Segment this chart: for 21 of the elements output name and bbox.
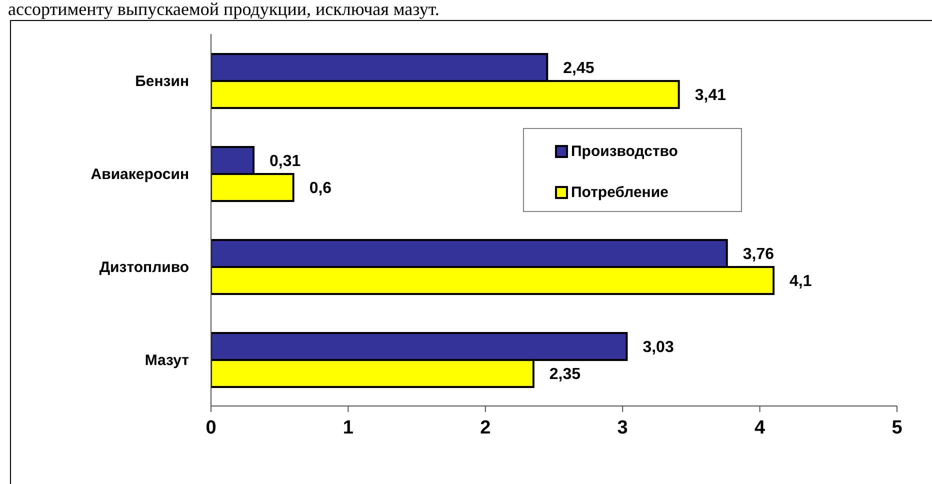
data-label: 0,31 bbox=[270, 153, 301, 170]
y-tick-label: Дизтопливо bbox=[99, 258, 189, 276]
legend-label: Производство bbox=[571, 142, 678, 160]
data-label: 2,35 bbox=[549, 366, 581, 384]
data-label: 3,03 bbox=[642, 339, 674, 356]
y-tick-label: Бензин bbox=[135, 72, 189, 90]
x-tick-label: 1 bbox=[342, 417, 354, 438]
y-tick-label: Авиакеросин bbox=[90, 166, 189, 183]
data-label: 3,41 bbox=[694, 87, 726, 104]
data-label: 3,76 bbox=[742, 246, 774, 264]
legend-label: Потребление bbox=[571, 184, 668, 200]
x-tick-label: 3 bbox=[617, 417, 628, 438]
x-tick-label: 4 bbox=[754, 417, 766, 438]
x-tick-label: 2 bbox=[480, 417, 491, 438]
data-label: 0,6 bbox=[309, 180, 332, 198]
data-label: 2,45 bbox=[563, 60, 594, 78]
data-label: 4,1 bbox=[790, 273, 812, 290]
text: ассортименту выпускаемой продукции, исключая мазут. bbox=[8, 0, 440, 19]
x-tick-label: 0 bbox=[206, 417, 216, 438]
y-tick-label: Мазут bbox=[144, 352, 189, 369]
x-tick-label: 5 bbox=[892, 417, 903, 438]
